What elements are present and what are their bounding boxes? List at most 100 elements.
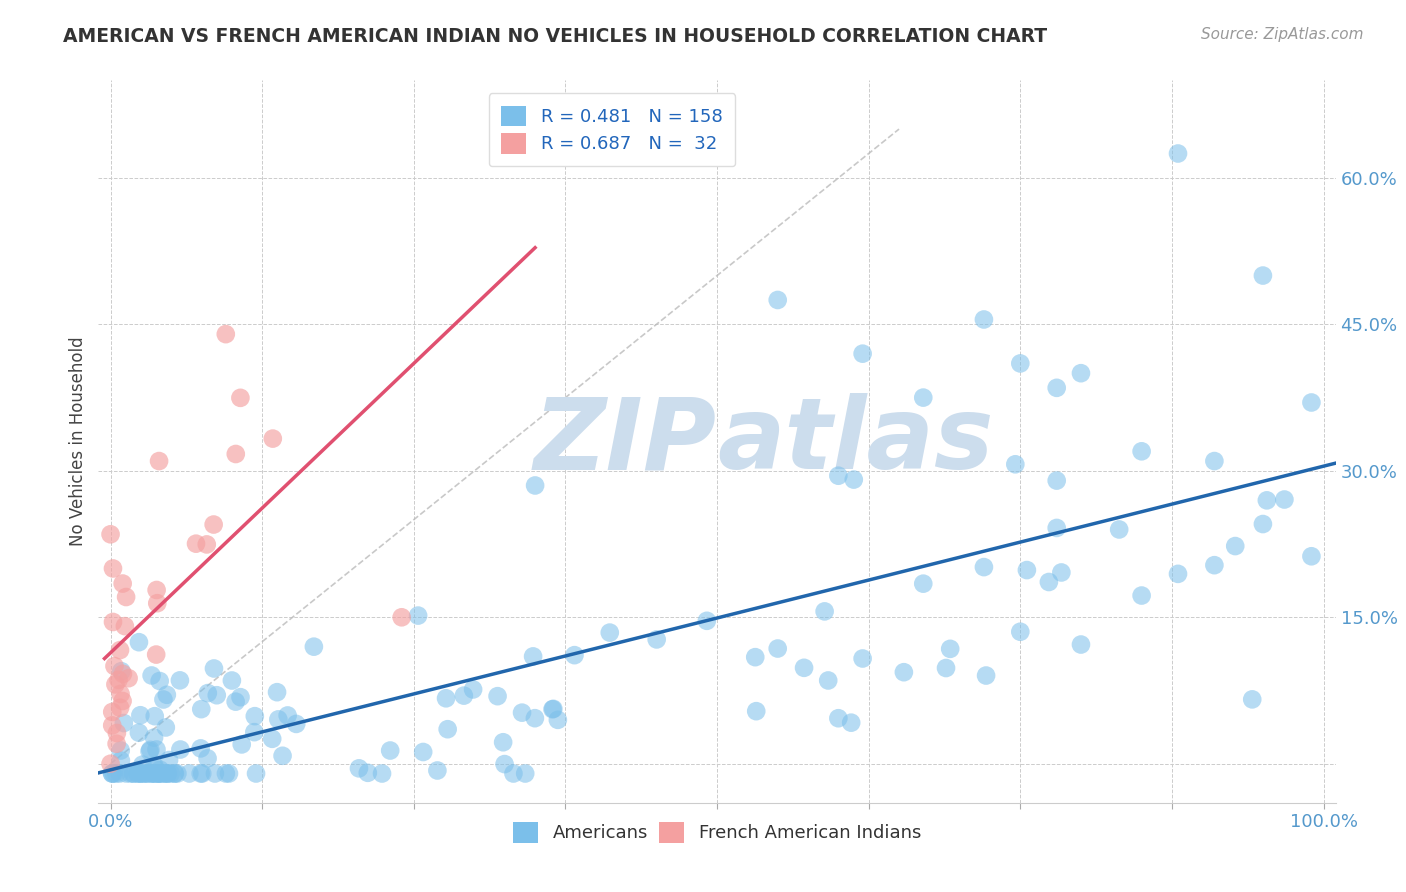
Point — [110, 664, 132, 678]
Point — [108, 766, 131, 780]
Point — [128, 635, 150, 649]
Point — [101, 615, 124, 629]
Point — [110, 754, 132, 768]
Point — [371, 766, 394, 780]
Point — [215, 766, 238, 780]
Point — [461, 682, 484, 697]
Legend: Americans, French American Indians: Americans, French American Indians — [501, 809, 934, 855]
Point — [169, 673, 191, 688]
Point — [1301, 549, 1323, 564]
Point — [105, 766, 128, 780]
Point — [839, 715, 862, 730]
Point — [190, 741, 212, 756]
Point — [827, 468, 849, 483]
Point — [152, 692, 174, 706]
Point — [101, 705, 124, 719]
Point — [939, 641, 962, 656]
Point — [1251, 516, 1274, 531]
Point — [1070, 638, 1092, 652]
Point — [543, 702, 565, 716]
Point — [302, 640, 325, 654]
Point — [380, 743, 402, 757]
Point — [110, 743, 132, 757]
Point — [744, 650, 766, 665]
Point — [197, 751, 219, 765]
Point — [135, 766, 157, 780]
Point — [115, 766, 138, 780]
Point — [149, 673, 172, 688]
Point — [1274, 492, 1296, 507]
Point — [357, 765, 380, 780]
Point — [973, 560, 995, 574]
Point — [231, 738, 253, 752]
Point — [150, 766, 173, 780]
Point — [1204, 454, 1226, 468]
Point — [145, 648, 167, 662]
Point — [101, 766, 124, 780]
Point — [1010, 356, 1032, 370]
Point — [1046, 521, 1069, 535]
Point — [912, 391, 935, 405]
Point — [1046, 381, 1069, 395]
Point — [347, 761, 370, 775]
Text: AMERICAN VS FRENCH AMERICAN INDIAN NO VEHICLES IN HOUSEHOLD CORRELATION CHART: AMERICAN VS FRENCH AMERICAN INDIAN NO VE… — [63, 27, 1047, 45]
Point — [100, 527, 122, 541]
Point — [1241, 692, 1264, 706]
Point — [156, 688, 179, 702]
Point — [267, 712, 290, 726]
Point — [108, 700, 131, 714]
Point — [111, 694, 134, 708]
Point — [153, 766, 176, 780]
Point — [793, 661, 815, 675]
Point — [229, 690, 252, 705]
Point — [146, 766, 169, 780]
Point — [817, 673, 839, 688]
Point — [205, 688, 228, 702]
Point — [218, 766, 240, 780]
Point — [1070, 366, 1092, 380]
Point — [134, 766, 156, 780]
Point — [1251, 268, 1274, 283]
Point — [120, 766, 142, 780]
Point — [142, 766, 165, 780]
Point — [852, 346, 875, 360]
Point — [524, 478, 547, 492]
Point — [1010, 624, 1032, 639]
Point — [262, 731, 284, 746]
Point — [149, 766, 172, 780]
Point — [149, 763, 172, 777]
Text: ZIP: ZIP — [534, 393, 717, 490]
Point — [148, 766, 170, 780]
Point — [1050, 566, 1073, 580]
Point — [814, 604, 837, 618]
Point — [148, 766, 170, 780]
Point — [115, 590, 138, 604]
Point — [1015, 563, 1038, 577]
Point — [139, 743, 162, 757]
Point — [547, 713, 569, 727]
Point — [191, 766, 214, 780]
Point — [523, 711, 546, 725]
Point — [426, 764, 449, 778]
Point — [1204, 558, 1226, 573]
Point — [122, 766, 145, 780]
Point — [143, 709, 166, 723]
Point — [111, 666, 134, 681]
Point — [453, 689, 475, 703]
Point — [100, 756, 122, 771]
Point — [101, 718, 124, 732]
Point — [1038, 574, 1060, 589]
Point — [163, 766, 186, 780]
Point — [110, 687, 132, 701]
Point — [138, 744, 160, 758]
Point — [202, 661, 225, 675]
Point — [145, 742, 167, 756]
Point — [131, 757, 153, 772]
Point — [105, 737, 128, 751]
Point — [156, 766, 179, 780]
Point — [852, 651, 875, 665]
Point — [101, 561, 124, 575]
Point — [127, 766, 149, 780]
Point — [1046, 474, 1069, 488]
Point — [107, 673, 129, 687]
